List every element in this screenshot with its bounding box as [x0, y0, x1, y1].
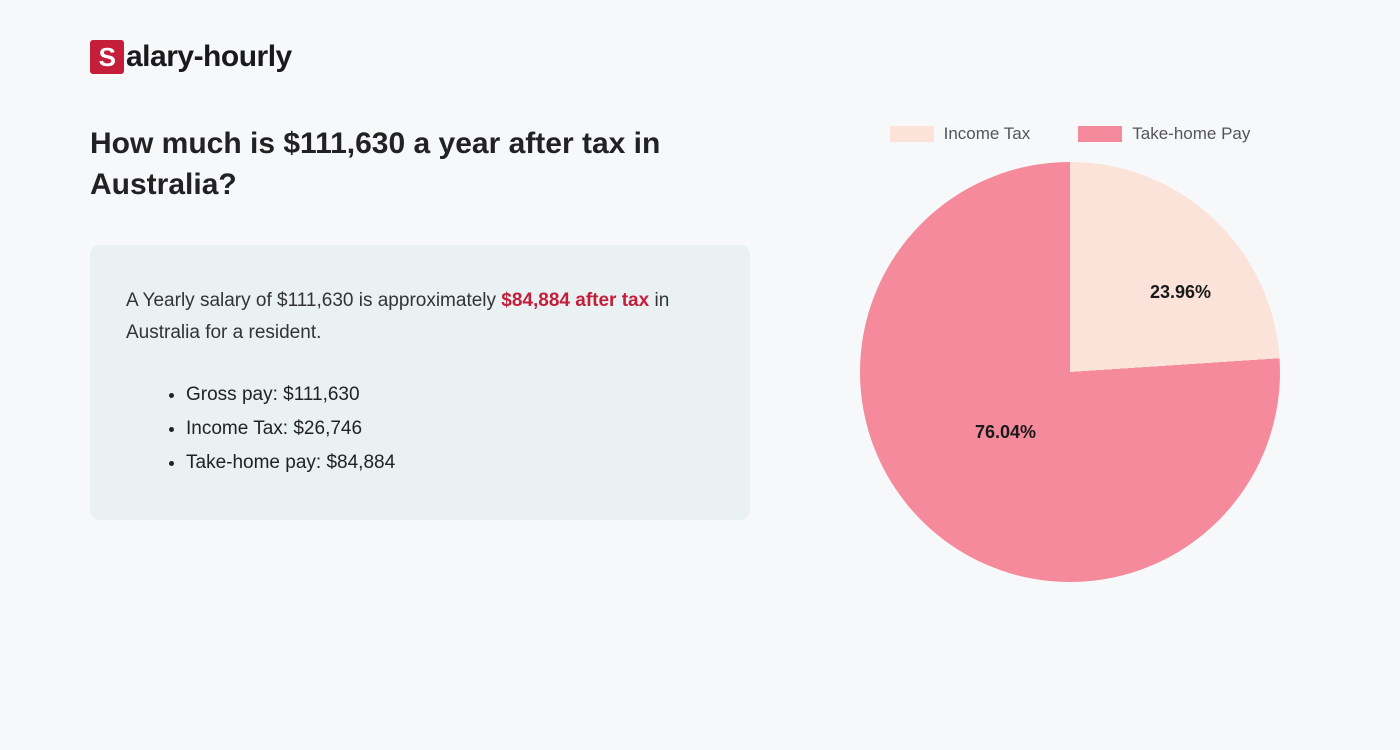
pie-chart: 23.96% 76.04% — [860, 162, 1280, 582]
summary-box: A Yearly salary of $111,630 is approxima… — [90, 245, 750, 520]
details-list: Gross pay: $111,630 Income Tax: $26,746 … — [126, 378, 714, 481]
legend-item-income-tax: Income Tax — [890, 124, 1031, 144]
main-content: How much is $111,630 a year after tax in… — [90, 124, 1310, 582]
legend-item-take-home: Take-home Pay — [1078, 124, 1250, 144]
chart-legend: Income Tax Take-home Pay — [890, 124, 1251, 144]
list-item: Gross pay: $111,630 — [186, 378, 714, 412]
page-heading: How much is $111,630 a year after tax in… — [90, 124, 750, 205]
right-column: Income Tax Take-home Pay 23.96% 76.04% — [830, 124, 1310, 582]
pie-disc — [860, 162, 1280, 582]
slice-label-income-tax: 23.96% — [1150, 282, 1211, 303]
logo-initial: S — [90, 40, 124, 74]
list-item: Income Tax: $26,746 — [186, 412, 714, 446]
logo-text: alary-hourly — [126, 40, 292, 74]
legend-swatch — [1078, 126, 1122, 142]
slice-label-take-home: 76.04% — [975, 422, 1036, 443]
summary-sentence: A Yearly salary of $111,630 is approxima… — [126, 285, 714, 350]
legend-label: Take-home Pay — [1132, 124, 1250, 144]
legend-swatch — [890, 126, 934, 142]
legend-label: Income Tax — [944, 124, 1031, 144]
summary-prefix: A Yearly salary of $111,630 is approxima… — [126, 290, 501, 311]
list-item: Take-home pay: $84,884 — [186, 446, 714, 480]
site-logo: Salary-hourly — [90, 40, 1310, 74]
summary-highlight: $84,884 after tax — [501, 290, 649, 311]
left-column: How much is $111,630 a year after tax in… — [90, 124, 750, 582]
